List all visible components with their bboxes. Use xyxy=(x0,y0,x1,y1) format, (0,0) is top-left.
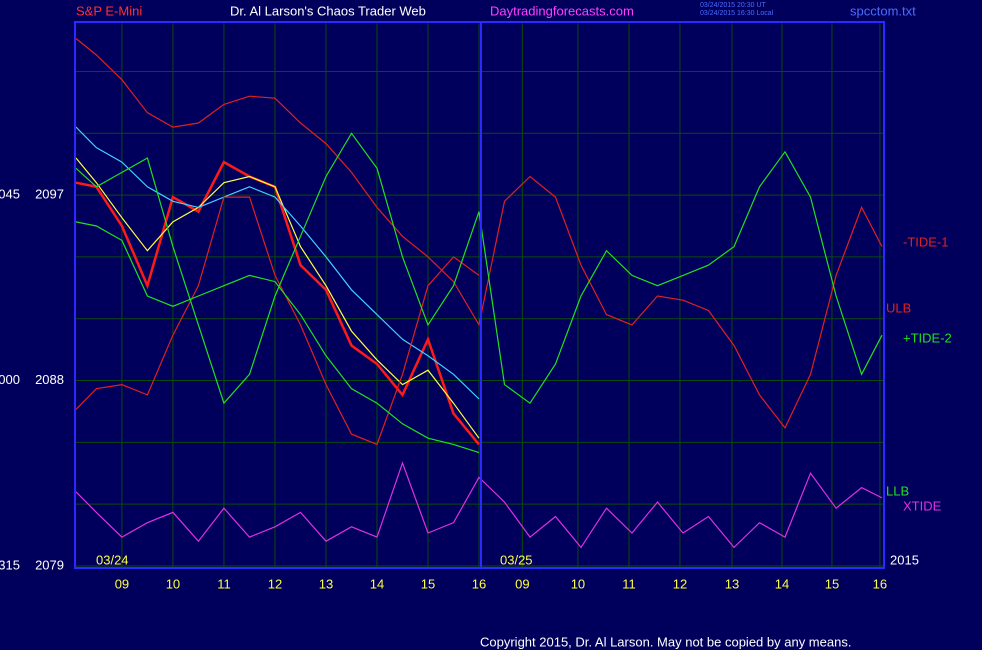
x-tick-label: 11 xyxy=(622,576,636,591)
x-tick-label: 15 xyxy=(421,576,435,591)
y-tick-label: 2088 xyxy=(35,372,64,387)
series-label: XTIDE xyxy=(903,498,942,513)
x-tick-label: 12 xyxy=(268,576,282,591)
series-label: ULB xyxy=(886,300,911,315)
plot-frame xyxy=(74,21,885,569)
x-tick-label: 14 xyxy=(370,576,384,591)
series-line xyxy=(75,221,480,454)
timestamp-ut: 03/24/2015 20:30 UT xyxy=(700,2,766,9)
url: Daytradingforecasts.com xyxy=(490,3,634,18)
series-line xyxy=(75,461,883,549)
x-tick-label: 10 xyxy=(571,576,585,591)
site-title: Dr. Al Larson's Chaos Trader Web xyxy=(230,3,426,18)
date-label: 03/24 xyxy=(96,552,129,567)
x-tick-label: 10 xyxy=(166,576,180,591)
x-tick-label: 09 xyxy=(515,576,529,591)
x-tick-label: 12 xyxy=(673,576,687,591)
x-tick-label: 16 xyxy=(873,576,887,591)
x-tick-label: 11 xyxy=(217,576,231,591)
x-tick-label: 15 xyxy=(825,576,839,591)
x-tick-label: 13 xyxy=(319,576,333,591)
y-time-label: 000 xyxy=(0,372,20,387)
y-time-label: 045 xyxy=(0,187,20,202)
x-tick-label: 16 xyxy=(472,576,486,591)
series-label: LLB xyxy=(886,483,909,498)
series-line xyxy=(75,38,883,430)
x-tick-label: 13 xyxy=(725,576,739,591)
x-tick-label: 09 xyxy=(115,576,129,591)
timestamp-local: 03/24/2015 16:30 Local xyxy=(700,10,774,17)
series-label: +TIDE-2 xyxy=(903,330,952,345)
copyright: Copyright 2015, Dr. Al Larson. May not b… xyxy=(480,634,851,649)
x-tick-label: 14 xyxy=(775,576,789,591)
y-tick-label: 2079 xyxy=(35,557,64,572)
date-label: 03/25 xyxy=(500,552,533,567)
symbol: S&P E-Mini xyxy=(76,3,142,18)
series-line xyxy=(75,196,480,446)
series-line xyxy=(75,132,883,405)
y-tick-label: 2097 xyxy=(35,187,64,202)
date-label: 2015 xyxy=(890,552,919,567)
series-line xyxy=(75,157,480,439)
plot xyxy=(75,22,884,568)
file-name: spcctom.txt xyxy=(850,3,916,18)
y-time-label: 315 xyxy=(0,557,20,572)
series-label: -TIDE-1 xyxy=(903,234,949,249)
